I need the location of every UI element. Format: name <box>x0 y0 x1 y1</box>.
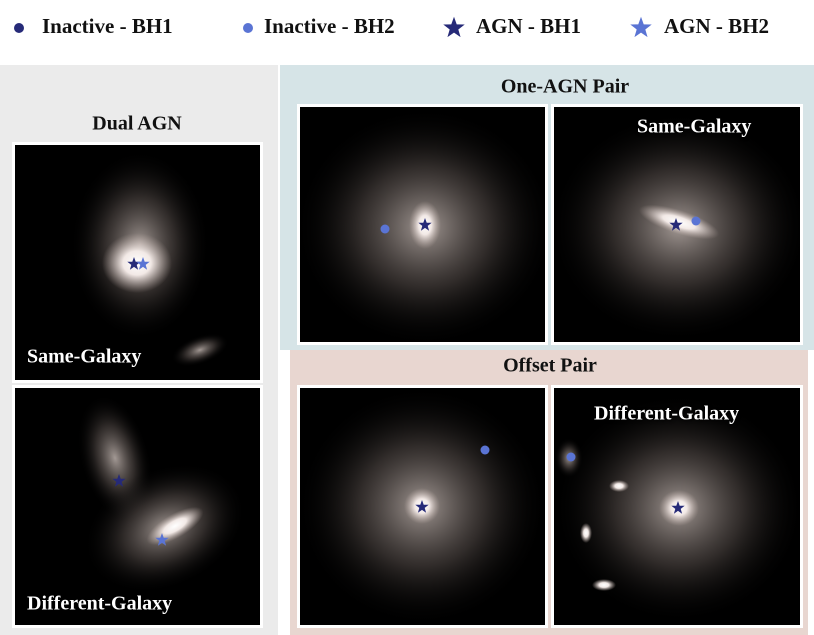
galaxy-halo <box>171 333 229 367</box>
galaxy-image <box>300 388 545 625</box>
legend-label: Inactive - BH2 <box>264 14 395 38</box>
panel-title: Offset Pair <box>503 355 597 377</box>
galaxy-core <box>146 506 204 546</box>
legend: Inactive - BH1 Inactive - BH2 AGN - BH1 … <box>14 14 769 38</box>
legend-label: AGN - BH1 <box>476 14 581 38</box>
galaxy-image <box>554 107 800 342</box>
legend-label: Inactive - BH1 <box>42 14 173 38</box>
inactive-bh2 <box>566 452 576 462</box>
galaxy-core <box>638 204 720 240</box>
panel-title: Dual AGN <box>92 113 182 135</box>
satellite <box>580 523 592 543</box>
image-label: Same-Galaxy <box>27 346 141 368</box>
galaxy-image <box>554 388 800 625</box>
galaxy-image <box>300 107 545 342</box>
legend-label: AGN - BH2 <box>664 14 769 38</box>
satellite <box>592 579 616 591</box>
legend-marker <box>243 23 253 33</box>
legend-marker <box>443 16 465 38</box>
image-label: Different-Galaxy <box>594 403 739 425</box>
inactive-bh2 <box>380 224 390 234</box>
inactive-bh2 <box>480 445 490 455</box>
image-label: Different-Galaxy <box>27 593 172 615</box>
image-label: Same-Galaxy <box>637 116 751 138</box>
galaxy-image <box>15 388 260 625</box>
satellite <box>609 480 629 492</box>
legend-marker <box>14 23 24 33</box>
inactive-bh2 <box>691 216 701 226</box>
galaxy-image <box>15 145 260 380</box>
panel-title: One-AGN Pair <box>501 76 629 98</box>
legend-marker <box>630 16 652 38</box>
